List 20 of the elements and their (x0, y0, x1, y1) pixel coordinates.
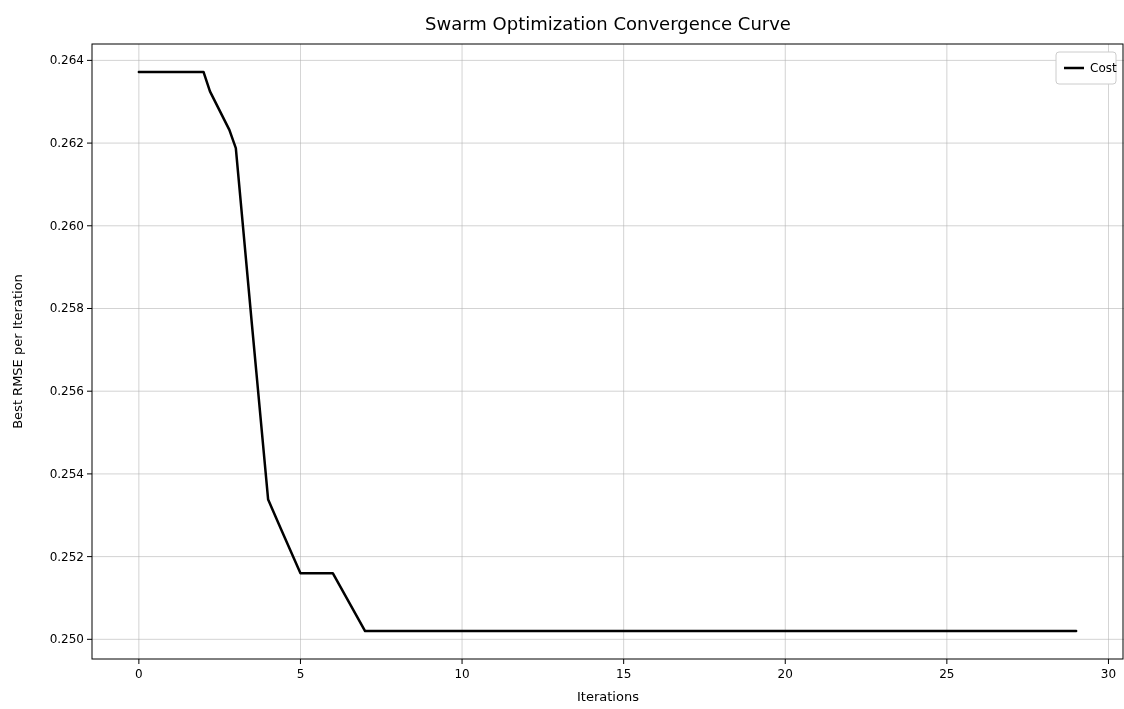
y-tick-label: 0.252 (49, 549, 84, 564)
x-tick-label: 15 (616, 667, 632, 681)
y-tick-label: 0.256 (49, 384, 84, 399)
x-tick-label: 25 (939, 667, 955, 681)
y-tick-label: 0.264 (49, 53, 84, 68)
x-tick-label: 10 (454, 667, 470, 681)
y-tick-label: 0.254 (49, 466, 84, 481)
x-tick-label: 0 (135, 667, 143, 681)
legend-label: Cost (1090, 61, 1117, 75)
line-series (137, 70, 1078, 633)
chart-title: Swarm Optimization Convergence Curve (425, 13, 791, 34)
x-axis-title: Iterations (577, 689, 640, 704)
x-tick-label: 20 (777, 667, 793, 681)
y-axis-title: Best RMSE per Iteration (10, 274, 25, 429)
x-tick-label: 5 (296, 667, 305, 681)
y-tick-label: 0.262 (49, 136, 84, 151)
y-tick-label: 0.260 (49, 218, 84, 233)
y-tick-label: 0.250 (49, 632, 84, 647)
y-tick-label: 0.258 (49, 301, 84, 316)
x-tick-label: 30 (1100, 667, 1117, 681)
